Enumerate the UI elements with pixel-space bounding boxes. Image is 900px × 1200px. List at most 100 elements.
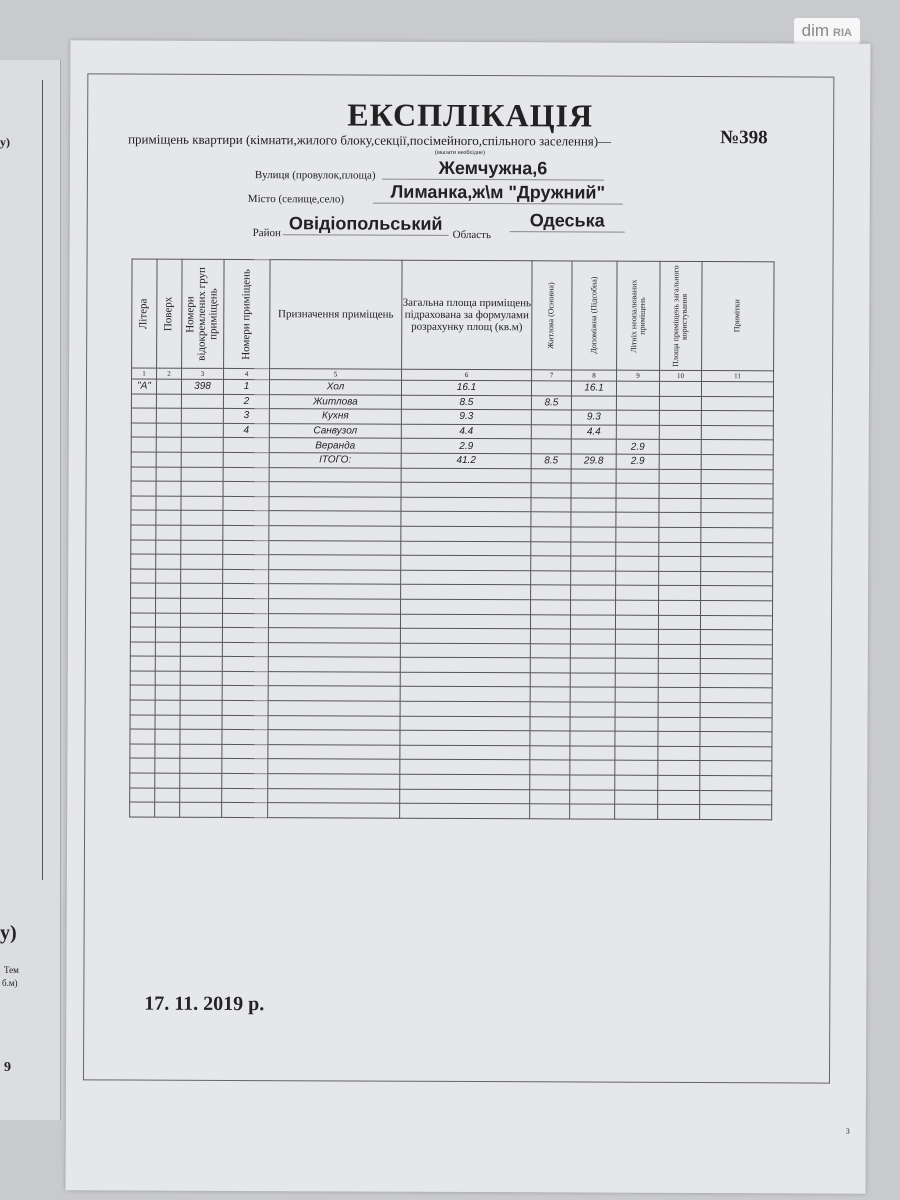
table-cell <box>700 542 773 557</box>
column-number: 3 <box>181 368 224 380</box>
table-cell <box>180 539 223 555</box>
table-cell <box>530 541 571 557</box>
table-cell <box>700 600 773 616</box>
table-cell <box>530 614 571 630</box>
table-cell <box>701 425 774 441</box>
column-header: Призначення приміщень <box>269 259 403 370</box>
table-cell <box>700 527 773 543</box>
table-cell: 9.3 <box>401 409 532 425</box>
table-cell <box>701 396 774 412</box>
table-cell <box>658 571 701 586</box>
table-cell <box>569 789 615 805</box>
table-cell: ІТОГО: <box>269 452 402 468</box>
table-cell <box>659 454 702 470</box>
table-cell <box>531 468 572 484</box>
table-cell <box>223 437 270 453</box>
table-cell <box>155 671 181 686</box>
table-cell <box>615 614 659 630</box>
column-header: Літніх неопалюваних приміщень <box>616 261 661 371</box>
table-cell <box>222 612 269 628</box>
table-cell <box>615 629 659 645</box>
table-cell <box>616 381 660 396</box>
column-header: Літера <box>131 259 158 369</box>
table-cell <box>659 425 702 440</box>
table-cell <box>701 483 774 499</box>
table-cell <box>181 437 224 453</box>
table-cell <box>659 439 702 455</box>
table-cell <box>657 760 700 776</box>
table-cell <box>657 746 700 761</box>
table-cell: 16.1 <box>401 380 532 396</box>
table-cell <box>699 746 772 762</box>
table-cell <box>616 483 660 499</box>
table-cell <box>700 571 773 587</box>
table-cell <box>614 775 658 790</box>
table-cell <box>130 700 156 715</box>
table-cell <box>180 598 223 613</box>
table-cell <box>570 716 616 732</box>
table-cell <box>658 498 702 513</box>
table-cell <box>267 759 400 775</box>
table-cell <box>400 701 531 717</box>
table-cell <box>221 788 268 803</box>
table-cell <box>615 687 659 703</box>
table-cell: Кухня <box>269 408 402 424</box>
table-cell <box>181 408 224 424</box>
table-cell <box>701 469 774 484</box>
table-cell <box>614 731 659 747</box>
table-cell: 16.1 <box>571 380 617 396</box>
table-cell <box>614 745 658 761</box>
table-cell <box>700 512 773 528</box>
table-cell <box>180 568 223 584</box>
table-cell <box>179 729 223 745</box>
table-cell <box>221 744 268 760</box>
table-cell <box>222 671 269 687</box>
document-subtitle: приміщень квартири (кімнати,жилого блоку… <box>128 131 612 149</box>
table-cell <box>130 568 156 584</box>
table-cell <box>222 627 269 643</box>
table-cell <box>399 759 530 775</box>
table-cell <box>400 599 531 615</box>
table-cell <box>180 641 223 657</box>
table-cell <box>615 570 659 586</box>
table-cell <box>531 409 572 425</box>
table-cell <box>156 452 182 467</box>
table-cell <box>268 613 401 629</box>
table-cell <box>180 627 223 643</box>
column-header: Житлова (Основна) <box>531 260 573 370</box>
table-cell <box>659 468 702 484</box>
table-cell <box>155 700 181 715</box>
table-cell <box>570 687 616 703</box>
table-cell <box>222 539 269 555</box>
table-cell <box>616 395 660 411</box>
table-cell <box>530 643 571 659</box>
table-cell: 398 <box>181 379 224 395</box>
table-cell <box>155 495 182 511</box>
column-number: 7 <box>531 369 572 381</box>
table-cell: 4 <box>223 423 270 439</box>
table-cell <box>267 788 400 804</box>
table-cell <box>130 714 156 730</box>
table-cell <box>399 774 530 790</box>
table-cell <box>268 627 401 643</box>
region-value: Одеська <box>509 210 625 233</box>
table-cell <box>222 569 269 584</box>
table-cell <box>130 583 156 599</box>
explication-table: Літера Поверх Номери відокремлених груп пр… <box>129 259 775 821</box>
table-cell <box>659 395 702 411</box>
table-cell <box>400 540 531 556</box>
table-cell <box>268 598 401 614</box>
table-cell <box>267 802 400 819</box>
table-cell <box>268 642 401 658</box>
table-cell <box>700 658 773 674</box>
table-cell <box>155 627 181 642</box>
table-cell <box>129 773 155 788</box>
table-cell: 8.5 <box>531 453 572 469</box>
table-cell <box>181 481 224 497</box>
table-cell <box>699 760 772 776</box>
table-cell <box>400 569 531 586</box>
table-cell: 2.9 <box>616 454 660 469</box>
table-cell <box>268 686 401 702</box>
table-cell <box>180 495 224 511</box>
table-cell <box>267 773 400 789</box>
